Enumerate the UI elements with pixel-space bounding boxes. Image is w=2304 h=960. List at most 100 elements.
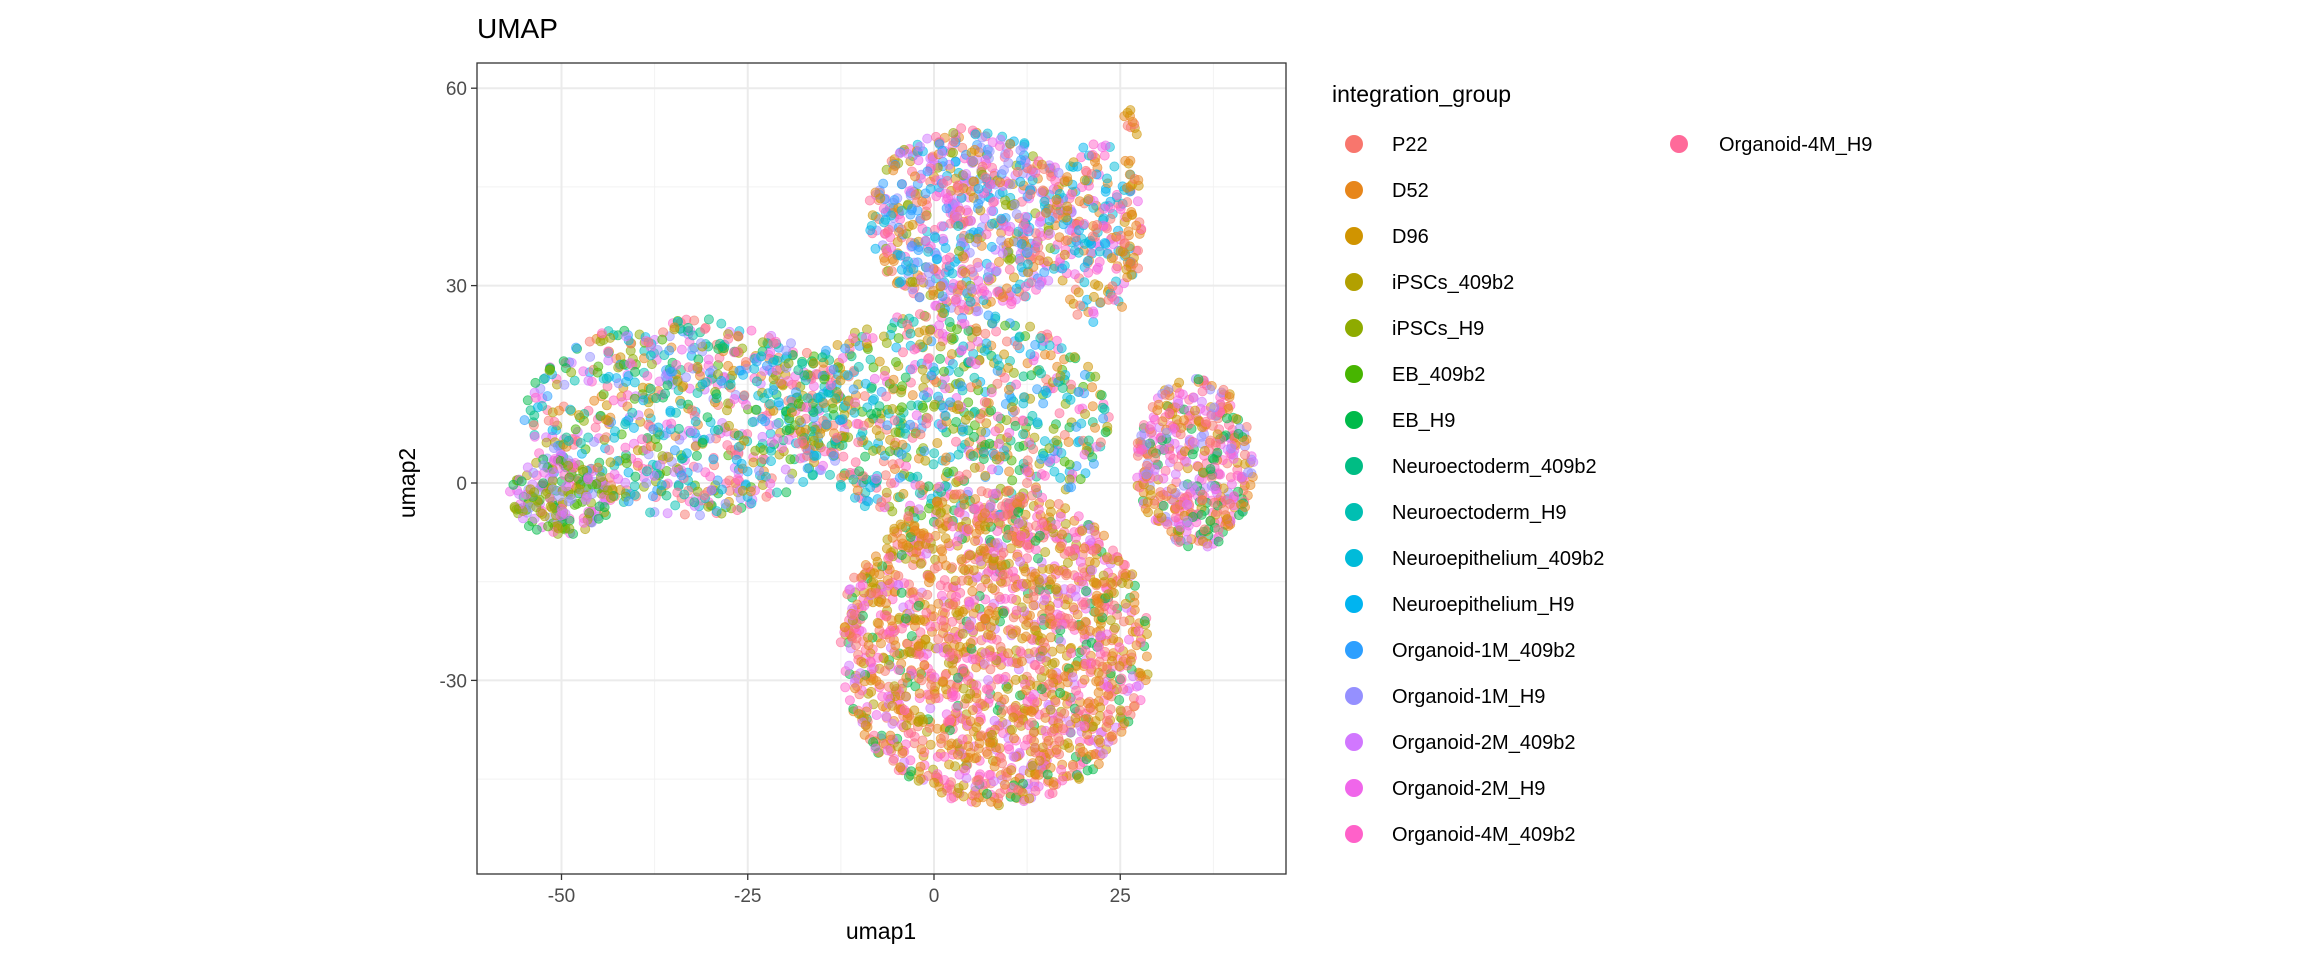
data-point [911,410,922,421]
data-point [1178,415,1189,426]
data-point [1082,698,1093,709]
data-point [1000,199,1011,210]
data-point [516,476,527,487]
data-point [732,474,743,485]
data-point [1032,384,1043,395]
data-point [1141,460,1152,471]
data-point [1041,207,1052,218]
data-point [765,478,776,489]
data-point [881,598,892,609]
data-point [983,605,994,616]
data-point [666,418,677,429]
data-point [1026,717,1037,728]
data-point [1149,414,1160,425]
data-point [1187,449,1198,460]
data-point [849,609,860,620]
data-point [971,797,982,808]
data-point [1240,501,1251,512]
data-point [699,323,710,334]
data-point [893,333,904,344]
data-point [967,586,978,597]
data-point [1034,664,1045,675]
data-point [1004,264,1015,275]
data-point [918,390,929,401]
data-point [1029,621,1040,632]
data-point [886,266,897,277]
data-point [584,336,595,347]
data-point [1133,680,1144,691]
data-point [968,176,979,187]
data-point [986,205,997,216]
data-point [717,341,728,352]
data-point [1109,294,1120,305]
data-point [1050,584,1061,595]
data-point [918,402,929,413]
data-point [999,349,1010,360]
data-point [1075,474,1086,485]
data-point [995,134,1006,145]
data-point [1111,263,1122,274]
data-point [972,336,983,347]
data-point [1059,249,1070,260]
data-point [922,133,933,144]
data-point [1212,447,1223,458]
data-point [908,264,919,275]
data-point [1141,469,1152,480]
data-point [716,318,727,329]
data-point [960,267,971,278]
data-point [854,466,865,477]
data-point [1094,606,1105,617]
data-point [844,695,855,706]
data-point [868,445,879,456]
data-point [923,246,934,257]
data-point [881,487,892,498]
data-point [801,347,812,358]
data-point [531,524,542,535]
data-point [1085,625,1096,636]
data-point [1056,343,1067,354]
data-point [601,414,612,425]
data-point [1109,161,1120,172]
data-point [906,400,917,411]
data-point [1012,498,1023,509]
data-point [1150,452,1161,463]
data-point [902,148,913,159]
data-point [609,469,620,480]
data-point [1045,228,1056,239]
data-point [592,462,603,473]
data-point [1071,421,1082,432]
data-point [915,141,926,152]
data-point [642,370,653,381]
data-point [1016,154,1027,165]
data-point [995,641,1006,652]
data-point [840,343,851,354]
data-point [1073,287,1084,298]
data-point [794,415,805,426]
data-point [687,426,698,437]
data-point [1197,495,1208,506]
data-point [571,342,582,353]
data-point [720,498,731,509]
data-point [919,530,930,541]
data-point [1053,208,1064,219]
data-point [970,129,981,140]
data-point [1239,449,1250,460]
data-point [966,356,977,367]
data-point [1079,543,1090,554]
data-point [811,450,822,461]
data-point [1226,479,1237,490]
data-point [549,416,560,427]
data-point [913,600,924,611]
data-point [1009,733,1020,744]
data-point [1045,632,1056,643]
data-point [887,532,898,543]
data-point [952,536,963,547]
chart-title: UMAP [477,13,558,44]
data-point [925,621,936,632]
data-point [1086,169,1097,180]
data-point [575,437,586,448]
data-point [1116,673,1127,684]
data-point [543,521,554,532]
data-point [771,365,782,376]
data-point [917,223,928,234]
